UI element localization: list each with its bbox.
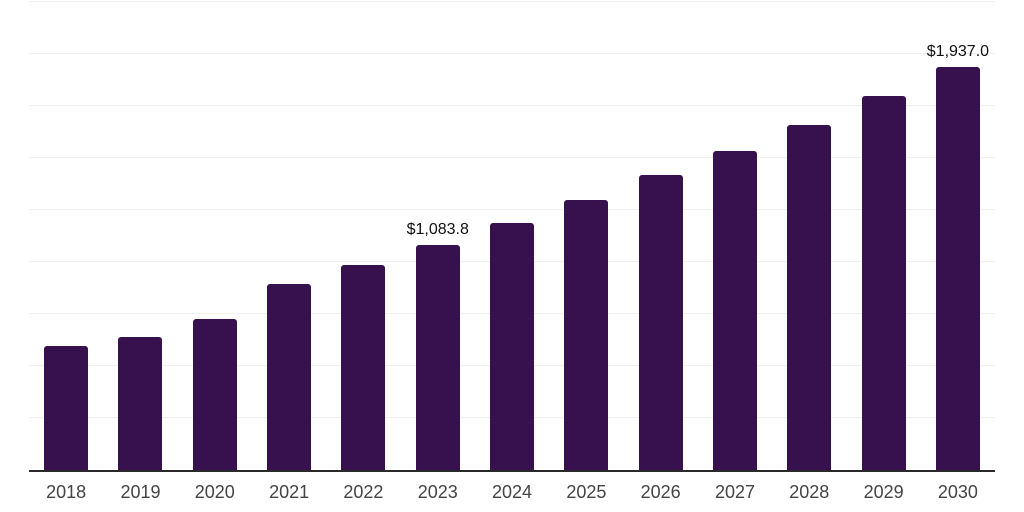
bar-cell-2018 bbox=[29, 2, 103, 470]
bar-cell-2028 bbox=[772, 2, 846, 470]
bar-cell-2022 bbox=[326, 2, 400, 470]
bar-cell-2024 bbox=[475, 2, 549, 470]
bar-2024 bbox=[490, 223, 535, 470]
bar-2025 bbox=[564, 200, 609, 470]
bar-2021 bbox=[267, 284, 312, 470]
x-axis-labels: 2018 2019 2020 2021 2022 2023 2024 2025 2026 2027… bbox=[29, 481, 995, 503]
x-label-2025: 2025 bbox=[566, 482, 607, 502]
gridline-1750 bbox=[29, 105, 995, 106]
x-label-2019: 2019 bbox=[120, 482, 161, 502]
bar-cell-2020 bbox=[178, 2, 252, 470]
x-label-2023: 2023 bbox=[417, 482, 458, 502]
bar-cell-2030: $1,937.0 bbox=[921, 2, 995, 470]
gridline-2250 bbox=[29, 1, 995, 2]
bar-2022 bbox=[341, 264, 386, 470]
bar-cell-2019 bbox=[103, 2, 177, 470]
x-label-2026: 2026 bbox=[640, 482, 681, 502]
gridline-1250 bbox=[29, 209, 995, 210]
value-label-2030: $1,937.0 bbox=[926, 43, 990, 61]
bar-2028 bbox=[787, 125, 832, 470]
gridline-1500 bbox=[29, 157, 995, 158]
x-label-2020: 2020 bbox=[194, 482, 235, 502]
gridline-2000 bbox=[29, 53, 995, 54]
bar-cell-2026 bbox=[624, 2, 698, 470]
x-label-2018: 2018 bbox=[46, 482, 87, 502]
bar-cell-2025 bbox=[549, 2, 623, 470]
value-label-2023: $1,083.8 bbox=[406, 220, 469, 238]
bar-cell-2021 bbox=[252, 2, 326, 470]
bar-cell-2023: $1,083.8 bbox=[401, 2, 475, 470]
bar-2026 bbox=[638, 175, 683, 470]
bar-cell-2027 bbox=[698, 2, 772, 470]
bar-2018 bbox=[44, 345, 89, 470]
bar-2023 bbox=[415, 244, 460, 470]
x-label-2024: 2024 bbox=[492, 482, 533, 502]
x-label-2029: 2029 bbox=[863, 482, 904, 502]
bar-2029 bbox=[861, 95, 906, 470]
x-label-2030: 2030 bbox=[937, 482, 978, 502]
x-label-2021: 2021 bbox=[269, 482, 310, 502]
bar-2020 bbox=[192, 319, 237, 470]
x-label-2028: 2028 bbox=[789, 482, 830, 502]
bar-cell-2029 bbox=[846, 2, 920, 470]
bar-2030 bbox=[935, 67, 980, 470]
plot-area: $1,083.8 $1,937.0 bbox=[29, 1, 995, 472]
bar-2019 bbox=[118, 337, 163, 470]
bar-2027 bbox=[712, 150, 757, 470]
bars-row: $1,083.8 $1,937.0 bbox=[29, 2, 995, 470]
x-label-2027: 2027 bbox=[714, 482, 755, 502]
x-label-2022: 2022 bbox=[343, 482, 384, 502]
